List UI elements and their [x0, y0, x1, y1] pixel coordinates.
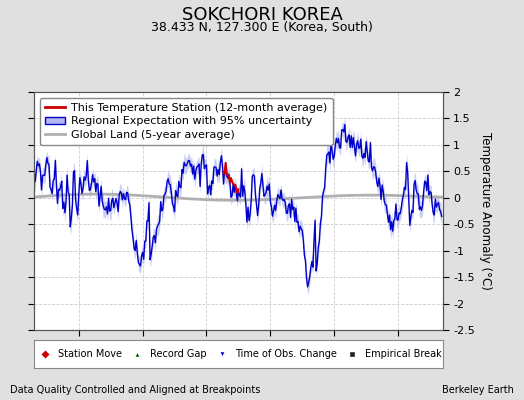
Text: SOKCHORI KOREA: SOKCHORI KOREA: [181, 6, 343, 24]
Text: Data Quality Controlled and Aligned at Breakpoints: Data Quality Controlled and Aligned at B…: [10, 385, 261, 395]
Legend: Station Move, Record Gap, Time of Obs. Change, Empirical Break: Station Move, Record Gap, Time of Obs. C…: [31, 345, 445, 363]
Text: Berkeley Earth: Berkeley Earth: [442, 385, 514, 395]
Y-axis label: Temperature Anomaly (°C): Temperature Anomaly (°C): [479, 132, 492, 290]
Legend: This Temperature Station (12-month average), Regional Expectation with 95% uncer: This Temperature Station (12-month avera…: [40, 98, 333, 145]
Text: 38.433 N, 127.300 E (Korea, South): 38.433 N, 127.300 E (Korea, South): [151, 21, 373, 34]
